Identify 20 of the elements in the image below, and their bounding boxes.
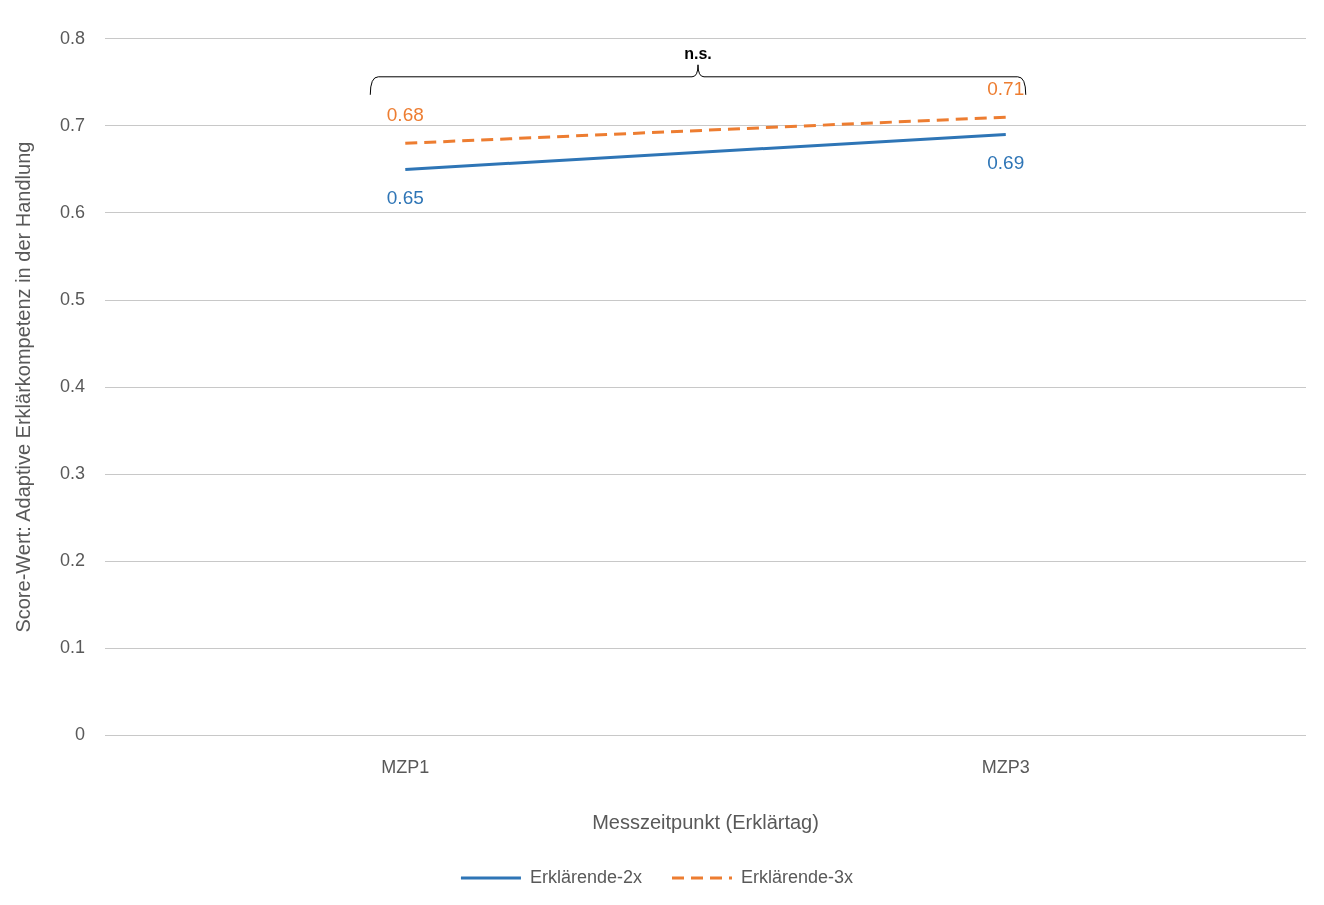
data-label: 0.65 [386, 187, 424, 209]
x-axis-title: Messzeitpunkt (Erklärtag) [592, 810, 819, 833]
y-tick-label: 0.5 [59, 288, 86, 309]
legend-label: Erklärende-2x [529, 866, 643, 887]
y-tick-label: 0.7 [59, 114, 86, 135]
y-tick-label: 0.8 [59, 27, 86, 48]
y-tick-label: 0.6 [59, 201, 86, 222]
data-label: 0.68 [386, 104, 424, 126]
data-label: 0.71 [987, 77, 1025, 99]
y-tick-label: 0 [75, 724, 86, 745]
x-tick-label: MZP3 [981, 757, 1030, 778]
data-label: 0.69 [987, 152, 1025, 174]
annotation: n.s. [684, 45, 712, 63]
y-axis-title: Score-Wert: Adaptive Erklärkompetenz in der Handlung [11, 141, 34, 633]
legend-label: Erklärende-3x [741, 866, 854, 887]
y-tick-label: 0.2 [59, 550, 86, 571]
x-tick-label: MZP1 [381, 757, 430, 778]
y-tick-label: 0.3 [59, 463, 86, 484]
y-tick-label: 0.4 [59, 376, 86, 397]
y-tick-label: 0.1 [59, 637, 86, 658]
